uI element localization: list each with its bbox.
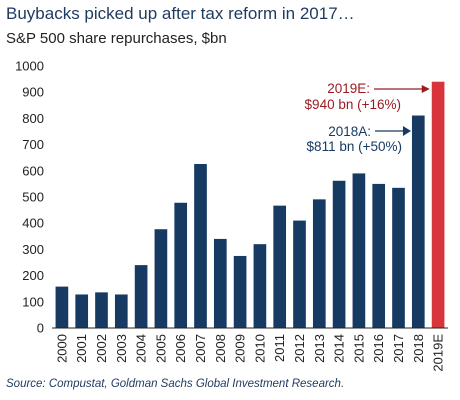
x-tick-label: 2005 [153, 334, 168, 363]
y-tick-label: 1000 [15, 59, 44, 74]
bar-2004 [134, 265, 148, 328]
annotation-2019e-label: 2019E: [327, 81, 370, 96]
bar-2000 [55, 286, 69, 328]
bar-2009 [233, 255, 247, 328]
y-tick-label: 200 [22, 268, 44, 283]
x-tick-label: 2009 [233, 334, 248, 363]
x-tick-label: 2019E [431, 334, 446, 372]
bar-2008 [213, 238, 227, 328]
x-tick-label: 2010 [252, 334, 267, 363]
annotation-2018a-arrow-head [402, 126, 411, 136]
bar-2003 [114, 294, 128, 328]
y-tick-label: 500 [22, 190, 44, 205]
bar-2015 [352, 173, 366, 328]
x-tick-label: 2003 [114, 334, 129, 363]
y-tick-label: 900 [22, 85, 44, 100]
x-tick-label: 2018 [411, 334, 426, 363]
y-tick-label: 100 [22, 294, 44, 309]
bar-2007 [194, 163, 207, 328]
bar-2006 [174, 202, 188, 328]
annotation-2019e-arrow-head [421, 85, 430, 93]
y-tick-label: 600 [22, 163, 44, 178]
y-tick-label: 700 [22, 137, 44, 152]
x-tick-label: 2012 [292, 334, 307, 363]
x-tick-label: 2011 [272, 334, 287, 362]
x-tick-label: 2002 [94, 334, 109, 363]
chart-subtitle: S&P 500 share repurchases, $bn [6, 30, 227, 47]
bar-2018 [411, 115, 425, 328]
bar-2010 [253, 244, 267, 328]
bar-2002 [95, 292, 108, 328]
x-tick-label: 2000 [54, 334, 69, 363]
x-tick-label: 2016 [371, 334, 386, 363]
y-tick-label: 300 [22, 242, 44, 257]
x-tick-label: 2013 [312, 334, 327, 363]
y-tick-label: 800 [22, 111, 44, 126]
y-axis: 0 100 200 300 400 500 600 700 800 900 1000 [15, 59, 44, 336]
annotation-2018a-value: $811 bn (+50%) [307, 139, 402, 154]
bar-2013 [312, 199, 326, 328]
annotation-2019e-value: $940 bn (+16%) [305, 97, 401, 112]
x-tick-label: 2004 [134, 334, 149, 363]
annotation-2018a-label: 2018A: [328, 124, 371, 139]
bar-2014 [332, 180, 346, 328]
x-tick-label: 2014 [332, 334, 347, 363]
x-tick-label: 2007 [193, 334, 208, 363]
bar-2001 [75, 294, 89, 328]
x-tick-label: 2015 [351, 334, 366, 363]
y-tick-label: 0 [37, 321, 44, 336]
bar-2012 [293, 220, 306, 328]
x-tick-label: 2008 [213, 334, 228, 363]
annotations: 2019E:$940 bn (+16%) 2018A:$811 bn (+50%) [305, 81, 430, 154]
chart-title: Buybacks picked up after tax reform in 2… [6, 4, 355, 23]
bar-2011 [273, 205, 287, 328]
chart-source: Source: Compustat, Goldman Sachs Global … [6, 378, 345, 390]
x-tick-label: 2017 [391, 334, 406, 363]
bar-2016 [372, 183, 386, 328]
x-tick-label: 2006 [173, 334, 188, 363]
bar-2005 [154, 229, 168, 328]
bars [55, 81, 445, 328]
x-tick-label: 2001 [74, 334, 89, 363]
y-tick-label: 400 [22, 216, 44, 231]
x-axis: 2000 2001 2002 2003 2004 2005 2006 2007 2008 2009… [54, 334, 445, 372]
bar-2019e [431, 81, 445, 328]
bar-2017 [392, 187, 405, 328]
